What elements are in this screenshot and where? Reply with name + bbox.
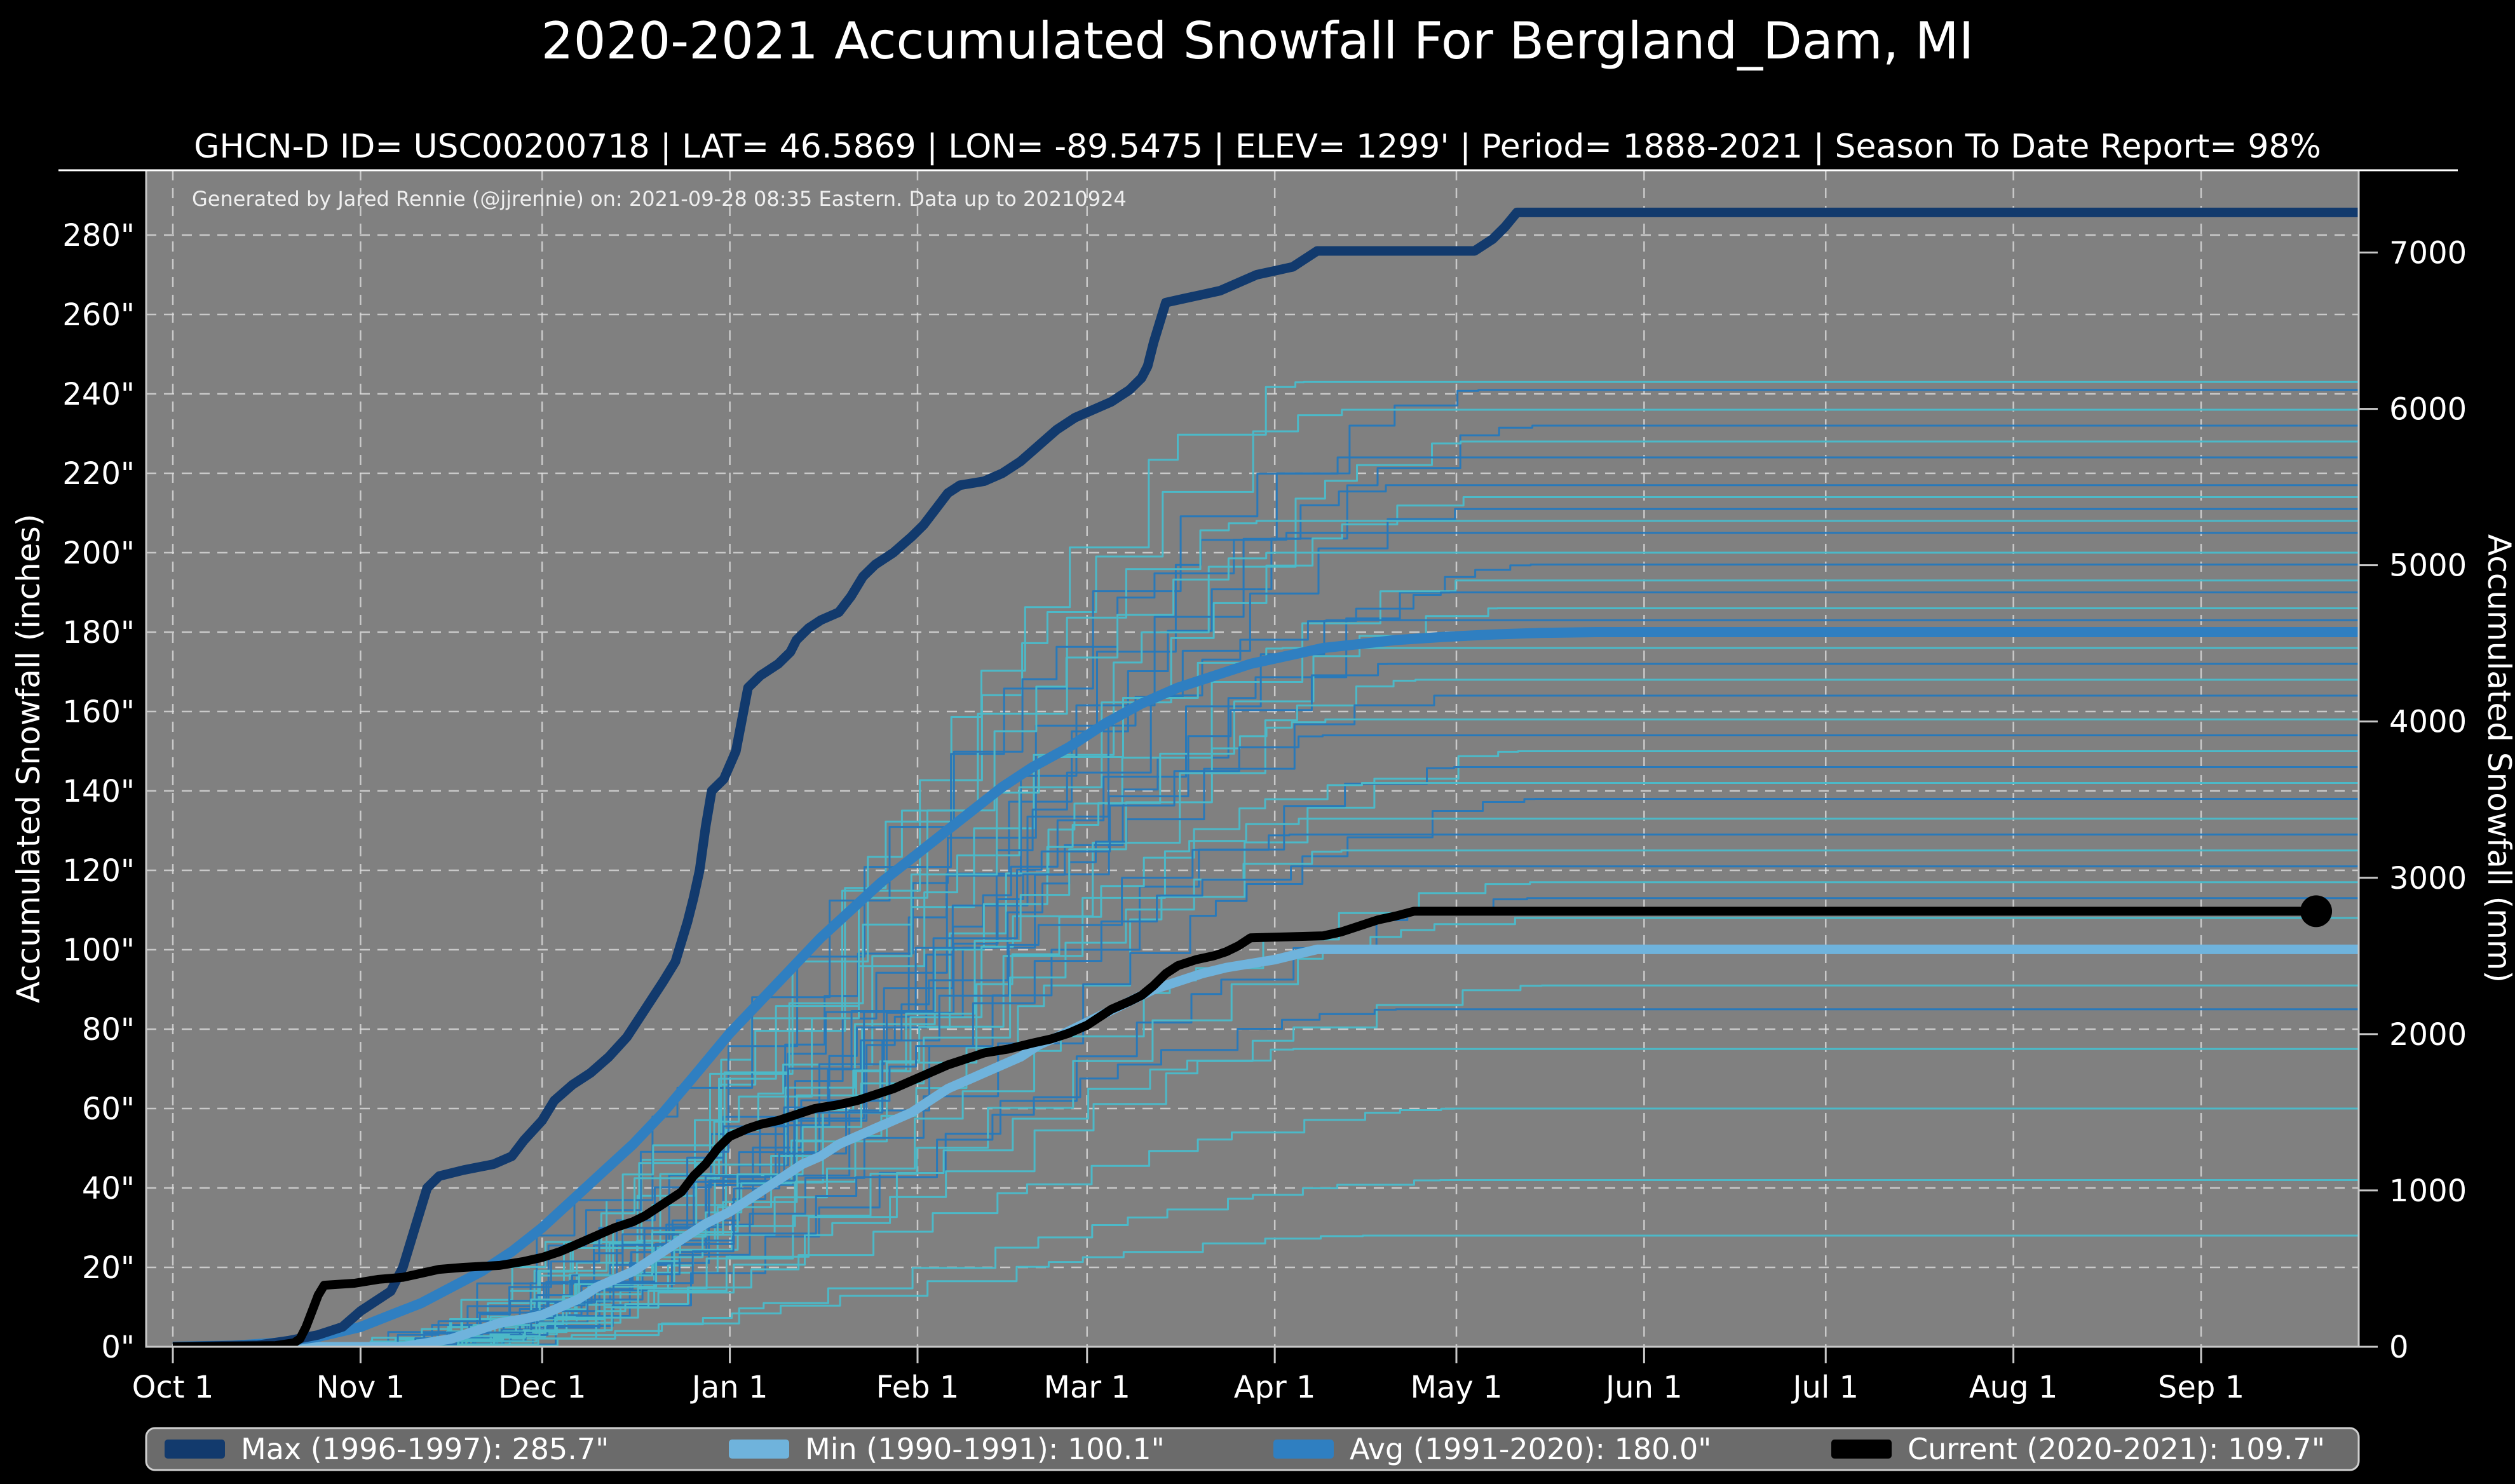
x-tick-label: Jun 1: [1604, 1370, 1683, 1405]
x-tick-label: Jan 1: [690, 1370, 768, 1405]
background-year-line: [173, 1048, 2359, 1347]
legend-label-min: Min (1990-1991): 100.1": [805, 1432, 1165, 1466]
series-line-current-2020-2021: [172, 907, 2316, 1347]
x-tick-label: Nov 1: [316, 1370, 405, 1405]
series-line-min-1990-1991: [173, 944, 2359, 1347]
y-tick-label-left: 220": [62, 456, 135, 492]
y-tick-label-left: 260": [62, 297, 135, 333]
x-tick-label: Sep 1: [2158, 1370, 2244, 1405]
y-tick-label-left: 60": [82, 1091, 135, 1127]
x-tick-label: Jul 1: [1791, 1370, 1859, 1405]
grid-lines: [146, 170, 2359, 1347]
legend: Max (1996-1997): 285.7" Min (1990-1991): …: [145, 1427, 2360, 1471]
y-tick-label-right: 4000: [2389, 705, 2467, 740]
background-year-line: [173, 984, 2359, 1347]
background-year-line: [173, 456, 2359, 1347]
background-year-line: [173, 917, 2359, 1347]
legend-swatch-current: [1831, 1440, 1892, 1459]
y-tick-label-right: 5000: [2389, 548, 2467, 584]
y-tick-label-left: 0": [101, 1330, 135, 1365]
y-tick-label-left: 40": [82, 1171, 135, 1206]
chart-title: 2020-2021 Accumulated Snowfall For Bergl…: [541, 11, 1974, 71]
x-tick-label: Oct 1: [132, 1370, 214, 1405]
chart-subtitle: GHCN-D ID= USC00200718 | LAT= 46.5869 | …: [194, 128, 2321, 166]
x-tick-label: Mar 1: [1044, 1370, 1130, 1405]
background-year-line: [173, 1234, 2359, 1347]
legend-label-current: Current (2020-2021): 109.7": [1908, 1432, 2325, 1466]
background-year-line: [173, 607, 2359, 1347]
y-axis-left-labels: 0" 20" 40" 60" 80" 100" 120" 140" 160" 180" 200" 22…: [62, 218, 135, 1365]
background-year-line: [173, 1008, 2359, 1347]
y-tick-label-left: 240": [62, 377, 135, 412]
y-tick-label-left: 180": [62, 615, 135, 651]
y-tick-label-left: 280": [62, 218, 135, 253]
legend-label-avg: Avg (1991-2020): 180.0": [1350, 1432, 1711, 1466]
x-tick-label: Apr 1: [1234, 1370, 1316, 1405]
y-tick-label-left: 160": [62, 694, 135, 730]
y-tick-label-left: 20": [82, 1250, 135, 1286]
background-year-line: [173, 619, 2359, 1347]
y-tick-label-left: 80": [82, 1012, 135, 1048]
y-axis-right-labels: 0 1000 2000 3000 4000 5000 6000 7000: [2359, 236, 2467, 1365]
x-tick-label: Dec 1: [498, 1370, 586, 1405]
series-line-max-1996-1997: [172, 207, 2359, 1347]
annotation-credit: Generated by Jared Rennie (@jjrennie) on…: [192, 187, 1127, 211]
y-tick-label-right: 2000: [2389, 1017, 2467, 1053]
background-year-line: [173, 532, 2359, 1347]
y-tick-label-right: 3000: [2389, 861, 2467, 896]
background-year-line: [173, 1179, 2359, 1347]
legend-swatch-avg: [1273, 1440, 1334, 1459]
legend-swatch-min: [729, 1440, 789, 1459]
background-season-lines: [173, 381, 2359, 1347]
y-tick-label-left: 120": [62, 853, 135, 889]
background-year-line: [173, 798, 2359, 1347]
x-tick-label: May 1: [1410, 1370, 1502, 1405]
y-tick-label-right: 7000: [2389, 236, 2467, 271]
y-tick-label-left: 200": [62, 536, 135, 571]
y-axis-title-left: Accumulated Snowfall (inches): [10, 514, 47, 1003]
y-tick-label-right: 1000: [2389, 1173, 2467, 1209]
x-tick-label: Feb 1: [876, 1370, 959, 1405]
y-tick-label-right: 6000: [2389, 392, 2467, 428]
legend-box: [145, 1427, 2360, 1471]
x-tick-label: Aug 1: [1969, 1370, 2058, 1405]
main-series: [172, 207, 2359, 1347]
x-axis-labels: Oct 1 Nov 1 Dec 1 Jan 1 Feb 1 Mar 1 Apr 1 May 1…: [132, 1347, 2244, 1405]
y-tick-label-left: 140": [62, 774, 135, 809]
y-axis-title-right: Accumulated Snowfall (mm): [2481, 534, 2515, 983]
y-tick-label-right: 0: [2389, 1330, 2409, 1365]
legend-swatch-max: [165, 1440, 225, 1459]
background-year-line: [173, 663, 2359, 1347]
current-end-marker: [2300, 895, 2333, 928]
y-tick-label-left: 100": [62, 933, 135, 968]
series-line-avg-1991-2020: [172, 627, 2359, 1347]
background-year-line: [173, 1107, 2359, 1347]
legend-label-max: Max (1996-1997): 285.7": [241, 1432, 609, 1466]
